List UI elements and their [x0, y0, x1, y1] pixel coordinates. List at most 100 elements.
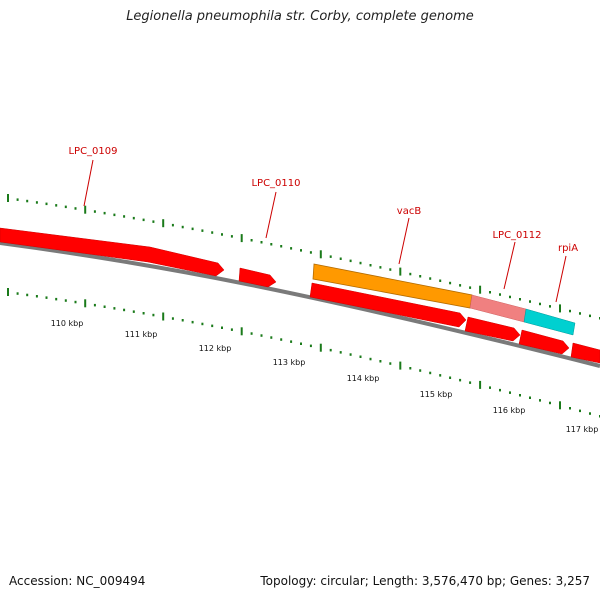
outer-row-minor-tick	[113, 213, 116, 217]
outer-row-minor-tick	[55, 204, 58, 207]
outer-row-minor-tick	[35, 201, 38, 204]
outer-row-minor-tick	[569, 309, 571, 313]
inner-row-minor-tick	[221, 326, 223, 329]
inner-tick-row	[7, 288, 600, 418]
outer-row-minor-tick	[429, 277, 432, 280]
outer-row-minor-tick	[369, 264, 372, 267]
outer-row-minor-tick	[45, 202, 48, 206]
inner-row-minor-tick	[230, 328, 233, 331]
outer-row-minor-tick	[579, 312, 581, 315]
inner-row-minor-tick	[35, 295, 38, 298]
outer-row-minor-tick	[300, 249, 302, 252]
inner-row-minor-tick	[409, 367, 412, 370]
inner-row-major-tick	[399, 361, 402, 370]
outer-row-major-tick	[559, 304, 561, 313]
inner-row-minor-tick	[132, 310, 135, 313]
inner-row-minor-tick	[260, 334, 263, 337]
inner-row-minor-tick	[369, 357, 372, 361]
outer-row-minor-tick	[201, 229, 204, 232]
outer-row-minor-tick	[519, 298, 521, 301]
outer-row-minor-tick	[250, 239, 253, 242]
outer-row-minor-tick	[409, 272, 412, 276]
inner-row-major-tick	[84, 299, 87, 308]
gene-arrow-lower-4[interactable]	[570, 342, 600, 364]
outer-tick-row	[7, 194, 600, 320]
inner-row-minor-tick	[349, 353, 352, 356]
outer-row-minor-tick	[181, 225, 184, 229]
outer-row-minor-tick	[103, 211, 106, 215]
inner-row-minor-tick	[519, 394, 521, 397]
gene-arrow-lower-1[interactable]	[309, 282, 467, 328]
inner-row-minor-tick	[449, 376, 452, 379]
gene-label-lpc0109[interactable]: LPC_0109	[68, 146, 117, 157]
outer-row-major-tick	[162, 219, 165, 228]
leader-line-lpc0109	[83, 159, 94, 207]
inner-row-minor-tick	[16, 292, 19, 295]
inner-row-minor-tick	[142, 312, 145, 315]
gene-label-vacB[interactable]: vacB	[397, 206, 422, 217]
gene-arrow-lower-2[interactable]	[464, 316, 521, 342]
outer-row-minor-tick	[419, 275, 422, 278]
outer-row-minor-tick	[449, 281, 452, 285]
gene-label-lpc0110[interactable]: LPC_0110	[251, 178, 300, 189]
inner-row-minor-tick	[103, 305, 106, 308]
outer-row-major-tick	[240, 234, 243, 243]
inner-row-major-tick	[240, 327, 243, 336]
inner-row-minor-tick	[429, 371, 432, 375]
outer-row-minor-tick	[211, 231, 214, 234]
inner-row-minor-tick	[499, 388, 501, 392]
outer-row-minor-tick	[270, 243, 273, 246]
inner-row-minor-tick	[74, 300, 77, 304]
outer-row-minor-tick	[359, 261, 362, 265]
inner-row-minor-tick	[589, 412, 591, 415]
outer-row-minor-tick	[152, 220, 155, 223]
outer-row-minor-tick	[93, 210, 96, 213]
outer-row-minor-tick	[123, 215, 126, 218]
gene-arrow-rpiA[interactable]	[523, 308, 576, 336]
gene-arrow-lower-3[interactable]	[518, 329, 570, 355]
leader-line-vacB	[398, 217, 410, 265]
inner-row-minor-tick	[280, 338, 283, 341]
gene-arrow-lpc0110[interactable]	[238, 267, 277, 288]
kbp-label-112: 112 kbp	[199, 344, 232, 353]
inner-row-minor-tick	[201, 322, 204, 326]
inner-row-minor-tick	[509, 391, 511, 394]
kbp-label-117: 117 kbp	[566, 425, 599, 434]
outer-row-minor-tick	[171, 223, 174, 227]
outer-row-minor-tick	[549, 305, 551, 308]
kbp-label-115: 115 kbp	[420, 390, 453, 399]
accession-text: Accession: NC_009494	[9, 574, 146, 588]
inner-row-minor-tick	[569, 407, 571, 410]
gene-label-lpc0112[interactable]: LPC_0112	[492, 230, 541, 241]
outer-row-minor-tick	[459, 284, 462, 287]
outer-row-major-tick	[7, 194, 9, 202]
inner-row-minor-tick	[64, 299, 67, 302]
inner-row-minor-tick	[329, 348, 332, 352]
inner-row-major-tick	[559, 401, 561, 410]
inner-row-minor-tick	[123, 308, 126, 312]
outer-row-minor-tick	[589, 314, 591, 318]
outer-row-minor-tick	[389, 268, 392, 271]
inner-row-minor-tick	[379, 360, 382, 363]
inner-row-minor-tick	[300, 342, 302, 345]
gene-arrow-lpc0109[interactable]	[0, 227, 225, 277]
inner-row-major-tick	[479, 380, 482, 389]
outer-row-minor-tick	[142, 218, 145, 222]
inner-row-minor-tick	[359, 355, 362, 358]
gene-label-rpiA[interactable]: rpiA	[558, 243, 578, 254]
inner-row-minor-tick	[191, 320, 194, 324]
inner-row-minor-tick	[459, 378, 462, 382]
inner-row-minor-tick	[250, 332, 253, 335]
outer-row-minor-tick	[16, 198, 19, 201]
inner-row-minor-tick	[579, 409, 581, 413]
inner-row-minor-tick	[419, 369, 422, 372]
gene-arrow-lpc0112[interactable]	[469, 294, 527, 323]
outer-row-minor-tick	[349, 259, 352, 263]
inner-row-minor-tick	[309, 344, 312, 348]
inner-row-minor-tick	[389, 362, 392, 365]
outer-row-minor-tick	[529, 300, 531, 303]
outer-row-minor-tick	[379, 266, 382, 269]
inner-row-minor-tick	[549, 401, 551, 405]
outer-row-minor-tick	[509, 295, 511, 299]
